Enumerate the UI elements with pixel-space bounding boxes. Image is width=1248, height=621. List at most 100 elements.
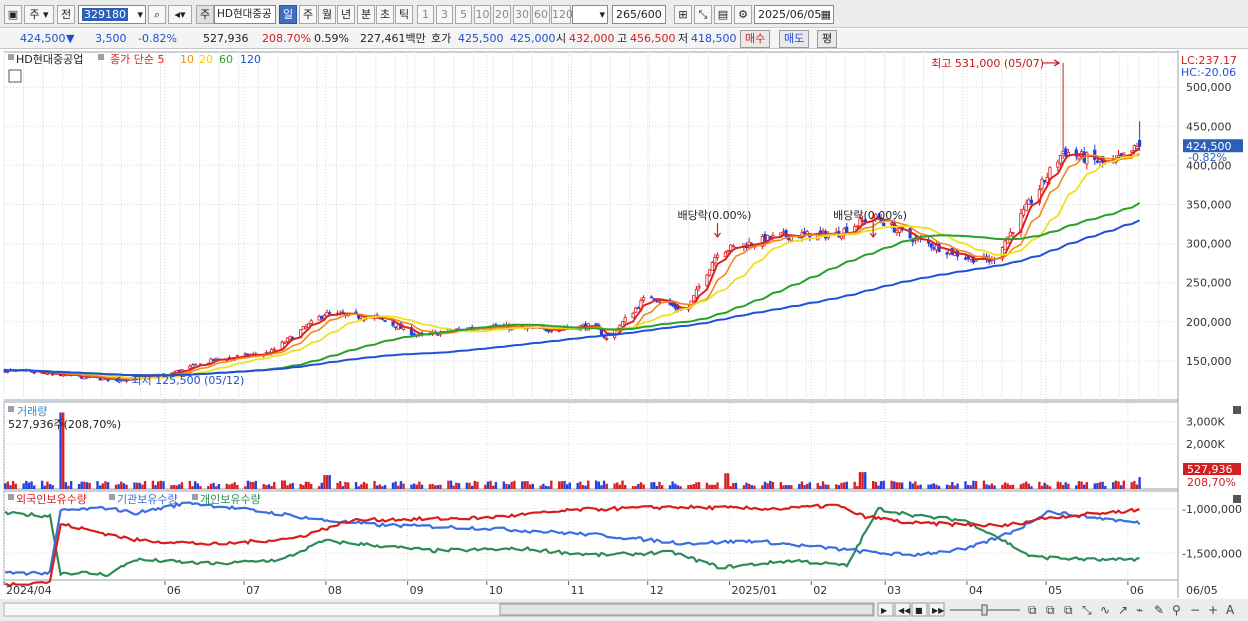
search-icon[interactable]: ⚲ (1172, 603, 1181, 617)
interval-button-5[interactable]: 5 (455, 5, 472, 24)
draw-icon[interactable]: ⧉ (1064, 603, 1073, 617)
gear-icon[interactable]: ⚙ (734, 5, 752, 24)
crosshair-icon[interactable]: ⤡ (694, 5, 712, 24)
volume-bar (1024, 481, 1028, 489)
volume-bar (787, 485, 790, 489)
interval-button-10[interactable]: 10 (474, 5, 491, 24)
volume-bar (576, 482, 579, 489)
interval-custom-input[interactable]: ▾ (572, 5, 608, 24)
period-tab-0[interactable]: 일 (279, 5, 297, 24)
market-select[interactable]: 주 ▾ (24, 5, 54, 24)
plus-icon[interactable]: + (1208, 603, 1218, 617)
stock-chart[interactable]: HD현대중공업 종가 단순 5 10 20 60 120 LC:237.17HC:-20.0… (0, 50, 1248, 621)
volume-bar (228, 484, 231, 489)
interval-button-1[interactable]: 1 (417, 5, 434, 24)
volume-bar (697, 482, 701, 489)
volume-bar (708, 484, 711, 489)
magnet-icon[interactable]: ⌁ (1136, 603, 1143, 617)
font-icon[interactable]: A (1226, 603, 1235, 617)
period-tab-5[interactable]: 초 (376, 5, 394, 24)
volume-bar (827, 484, 830, 489)
play-right-icon-button[interactable] (877, 602, 894, 617)
legend-marker-icon (8, 54, 14, 60)
candle-body (784, 230, 788, 237)
interval-button-60[interactable]: 60 (532, 5, 550, 24)
xaxis-label-2: 07 (246, 584, 260, 597)
volume-bar (286, 485, 289, 489)
date-field[interactable]: 2025/06/05 ▦ (754, 5, 834, 24)
window-icon[interactable]: ▣ (4, 5, 22, 24)
volume-bar (1038, 481, 1041, 489)
speaker-icon[interactable]: ◂▾ (168, 5, 192, 24)
grid-toggle-icon[interactable] (8, 69, 22, 83)
code-input[interactable]: 329180 ▾ (78, 5, 146, 24)
trend-icon[interactable]: ⤡ (1082, 603, 1092, 617)
candle-body (642, 297, 646, 301)
volume-bar (1096, 483, 1099, 489)
holdings-panel-close-icon[interactable] (1233, 495, 1241, 503)
zoom-slider-handle[interactable] (981, 604, 988, 616)
volume-bar (436, 485, 440, 489)
search-icon[interactable]: ⌕ (148, 5, 166, 24)
xaxis-label-9: 02 (813, 584, 827, 597)
price-legend-2: 20 (199, 53, 213, 66)
stock-name-field[interactable]: HD현대중공 (214, 5, 276, 24)
period-tab-2[interactable]: 월 (318, 5, 336, 24)
count-field[interactable]: 265/600 (612, 5, 666, 24)
stop-icon-button[interactable] (911, 602, 928, 617)
volume-ytick-0: 2,000K (1186, 438, 1225, 451)
interval-button-30[interactable]: 30 (513, 5, 531, 24)
price-ytick-3: 300,000 (1186, 238, 1232, 251)
chevron-down-icon[interactable]: ▾ (599, 8, 605, 21)
prev-button[interactable]: 전 (57, 5, 75, 24)
trade-amount: 227,461백만 (360, 32, 426, 45)
volume-panel-close-icon[interactable] (1233, 406, 1241, 414)
volume-bar (956, 483, 959, 489)
volume-bar (354, 482, 358, 489)
wave-icon[interactable]: ∿ (1100, 603, 1110, 617)
price-legend-title: HD현대중공업 (16, 53, 83, 66)
volume-bar (790, 485, 793, 489)
save-icon[interactable]: ▤ (714, 5, 732, 24)
volume-bar (974, 481, 978, 489)
period-tab-6[interactable]: 틱 (395, 5, 413, 24)
volume-bar (83, 481, 86, 489)
volume-bar (207, 486, 210, 489)
volume-bar (43, 485, 46, 489)
interval-button-3[interactable]: 3 (436, 5, 453, 24)
candle-icon[interactable]: ⊞ (674, 5, 692, 24)
candle-body (945, 252, 949, 255)
period-tab-4[interactable]: 분 (357, 5, 375, 24)
period-tab-1[interactable]: 주 (299, 5, 317, 24)
buy-button[interactable]: 매수 (740, 30, 771, 48)
pen-icon[interactable]: ✎ (1154, 603, 1164, 617)
candle-body (657, 300, 662, 303)
scroll-thumb[interactable] (499, 603, 874, 616)
arrow-icon[interactable]: ↗ (1118, 603, 1128, 617)
holdings-legend-0: 외국인보유수량 (16, 493, 87, 506)
interval-button-20[interactable]: 20 (493, 5, 511, 24)
volume-bar (652, 482, 656, 489)
volume-bar (1040, 485, 1044, 489)
rewind-icon-button[interactable] (894, 602, 911, 617)
candle-body (779, 232, 783, 236)
volume-bar (302, 485, 305, 489)
volume-bar (138, 482, 141, 489)
code-dropdown-icon[interactable]: ▾ (137, 8, 143, 21)
price-legend-4: 120 (240, 53, 261, 66)
interval-button-120[interactable]: 120 (551, 5, 573, 24)
quote-bar: 424,500 ▼ 3,500 -0.82% 527,936 208.70% 0… (0, 29, 1248, 49)
fast-forward-icon-button[interactable] (928, 602, 945, 617)
eval-button[interactable]: 평 (817, 30, 838, 48)
paste-icon[interactable]: ⧉ (1046, 603, 1055, 617)
sell-button[interactable]: 매도 (779, 30, 810, 48)
candle-body (618, 324, 622, 329)
calendar-icon[interactable]: ▦ (820, 8, 831, 21)
volume-bar (1119, 485, 1123, 489)
period-tab-3[interactable]: 년 (337, 5, 355, 24)
volume-bar (9, 485, 12, 489)
volume-ytick-1: 3,000K (1186, 416, 1225, 429)
minus-icon[interactable]: − (1190, 603, 1200, 617)
volume-bar (623, 485, 627, 489)
copy-icon[interactable]: ⧉ (1028, 603, 1037, 617)
